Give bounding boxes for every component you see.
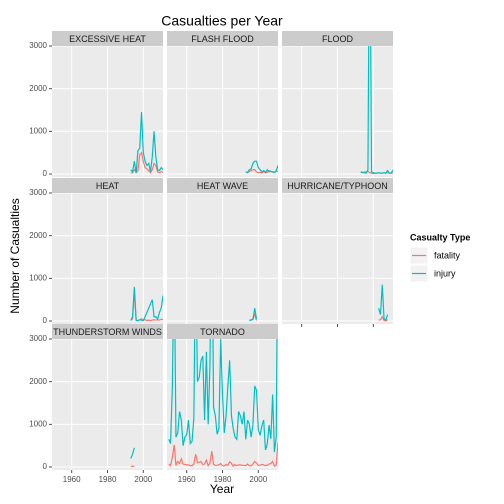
x-axis-label: Year xyxy=(210,482,234,496)
strip-label: FLASH FLOOD xyxy=(191,34,254,44)
y-axis-label: Number of Casualties xyxy=(8,198,22,313)
y-tick-label: 3000 xyxy=(29,334,47,343)
y-tick-label: 1000 xyxy=(29,126,47,135)
series-line xyxy=(168,339,278,453)
y-tick-label: 1000 xyxy=(29,419,47,428)
strip-background xyxy=(282,178,393,193)
series-line xyxy=(130,112,163,174)
chart-title: Casualties per Year xyxy=(161,13,283,29)
strip-background xyxy=(52,31,163,46)
series-line xyxy=(360,46,393,174)
strip-background xyxy=(52,324,163,339)
legend-label: fatality xyxy=(434,250,461,260)
series-line xyxy=(378,284,389,322)
strip-label: TORNADO xyxy=(200,327,245,337)
y-tick-label: 2000 xyxy=(29,377,47,386)
legend-title: Casualty Type xyxy=(410,232,470,242)
y-tick-label: 0 xyxy=(43,169,48,178)
strip-background xyxy=(167,178,278,193)
y-tick-label: 2000 xyxy=(29,231,47,240)
y-tick-label: 3000 xyxy=(29,188,47,197)
legend-label: injury xyxy=(434,268,456,278)
x-tick-label: 1960 xyxy=(178,475,196,484)
y-tick-label: 3000 xyxy=(29,41,47,50)
strip-label: HURRICANE/TYPHOON xyxy=(287,181,388,191)
strip-label: THUNDERSTORM WINDS xyxy=(53,327,162,337)
series-line xyxy=(245,160,278,174)
strip-label: HEAT WAVE xyxy=(197,181,248,191)
series-line xyxy=(168,442,278,468)
y-tick-label: 1000 xyxy=(29,273,47,282)
y-tick-label: 0 xyxy=(43,462,48,471)
series-line xyxy=(130,286,163,322)
x-tick-label: 1980 xyxy=(99,475,117,484)
series-line xyxy=(249,308,258,322)
strip-background xyxy=(167,31,278,46)
strip-background xyxy=(167,324,278,339)
y-tick-label: 0 xyxy=(43,316,48,325)
series-line xyxy=(130,447,135,459)
x-tick-label: 1980 xyxy=(214,475,232,484)
strip-label: HEAT xyxy=(96,181,120,191)
x-tick-label: 2000 xyxy=(249,475,267,484)
x-tick-label: 2000 xyxy=(134,475,152,484)
y-tick-label: 2000 xyxy=(29,84,47,93)
strip-background xyxy=(52,178,163,193)
strip-background xyxy=(282,31,393,46)
x-tick-label: 1960 xyxy=(63,475,81,484)
strip-label: FLOOD xyxy=(322,34,354,44)
strip-label: EXCESSIVE HEAT xyxy=(69,34,146,44)
